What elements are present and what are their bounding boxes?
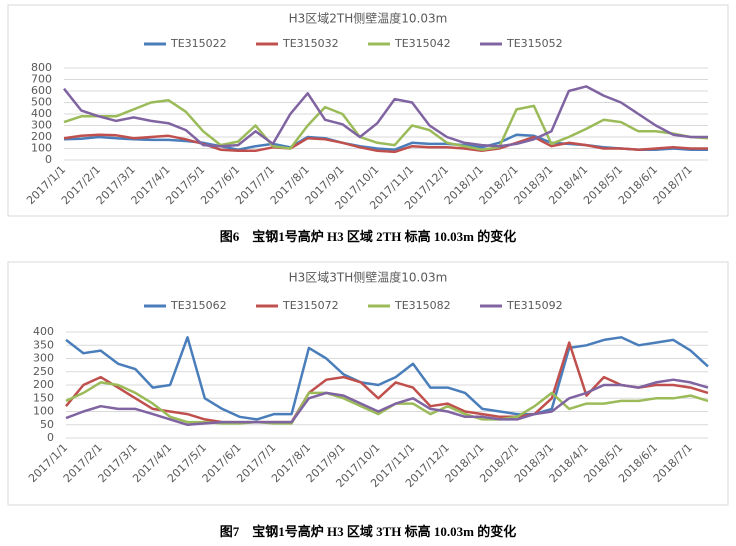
legend-label: TE315082 [394, 299, 451, 312]
y-tick-label: 200 [33, 378, 54, 391]
y-tick-label: 500 [31, 96, 52, 109]
line-series [63, 98, 709, 151]
y-tick-label: 700 [31, 73, 52, 86]
legend-label: TE315072 [282, 299, 339, 312]
y-tick-label: 0 [47, 431, 54, 444]
legend-label: TE315032 [282, 37, 339, 50]
line-series [65, 341, 709, 424]
line-series [65, 336, 709, 421]
chart-title: H3区域3TH侧壁温度10.03m [289, 270, 448, 285]
legend-label: TE315092 [506, 299, 563, 312]
line-series [65, 378, 709, 427]
y-tick-label: 100 [31, 142, 52, 155]
legend-label: TE315042 [394, 37, 451, 50]
y-tick-label: 200 [31, 130, 52, 143]
y-tick-label: 800 [31, 61, 52, 74]
line-series [63, 133, 708, 154]
y-tick-label: 0 [45, 153, 52, 166]
y-tick-label: 100 [33, 405, 54, 418]
caption: 图7 宝钢1号高炉 H3 区域 3TH 标高 10.03m 的变化 [220, 524, 516, 539]
y-tick-label: 50 [40, 418, 54, 431]
y-tick-label: 600 [31, 84, 52, 97]
line-series [63, 85, 708, 148]
legend-label: TE315022 [170, 37, 227, 50]
y-tick-label: 250 [33, 365, 54, 378]
y-tick-label: 400 [31, 107, 52, 120]
legend-label: TE315052 [506, 37, 563, 50]
y-tick-label: 300 [33, 352, 54, 365]
legend-label: TE315062 [170, 299, 227, 312]
caption: 图6 宝钢1号高炉 H3 区域 2TH 标高 10.03m 的变化 [220, 229, 516, 244]
y-tick-label: 400 [33, 325, 54, 338]
chart-title: H3区域2TH侧壁温度10.03m [289, 11, 448, 26]
y-tick-label: 150 [33, 391, 54, 404]
y-tick-label: 350 [33, 338, 54, 351]
y-tick-label: 300 [31, 119, 52, 132]
